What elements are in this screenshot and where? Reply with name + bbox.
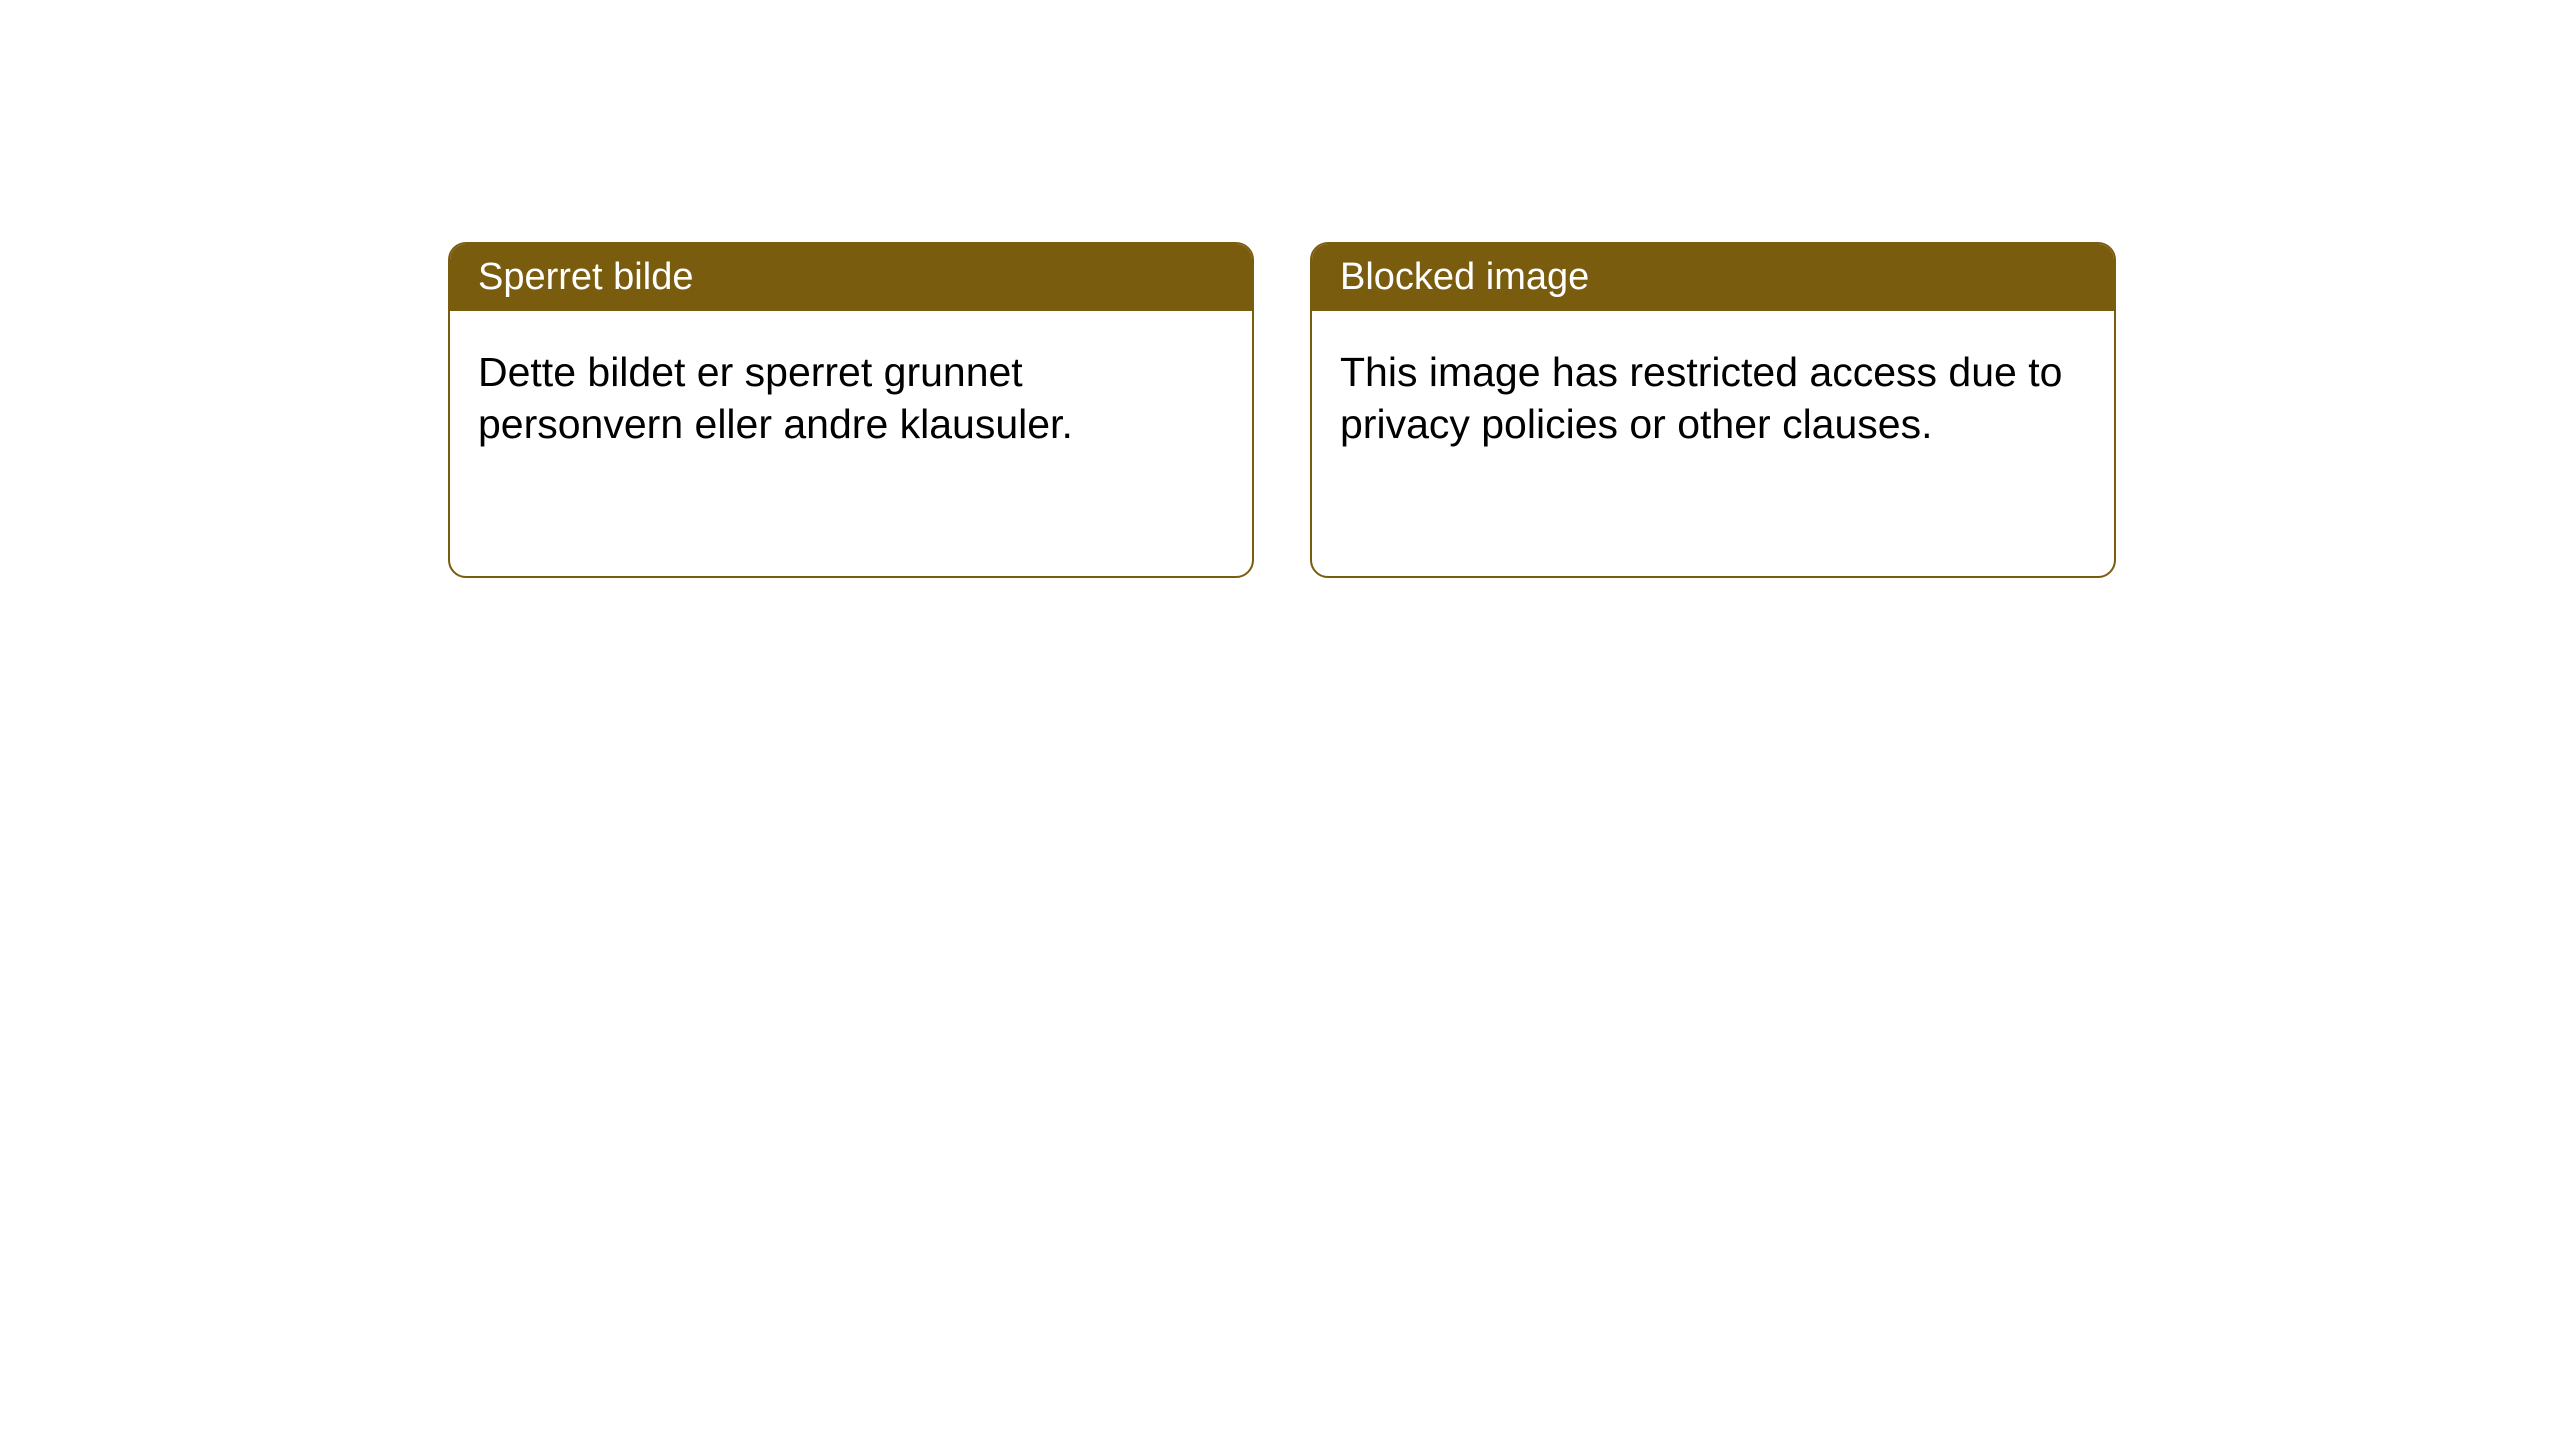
- notice-title: Sperret bilde: [478, 256, 693, 298]
- notice-card-norwegian: Sperret bilde Dette bildet er sperret gr…: [448, 242, 1254, 578]
- notice-body: This image has restricted access due to …: [1312, 311, 2114, 486]
- notice-card-english: Blocked image This image has restricted …: [1310, 242, 2116, 578]
- notice-message: Dette bildet er sperret grunnet personve…: [478, 349, 1073, 447]
- notice-container: Sperret bilde Dette bildet er sperret gr…: [0, 0, 2560, 578]
- notice-body: Dette bildet er sperret grunnet personve…: [450, 311, 1252, 486]
- notice-title: Blocked image: [1340, 256, 1589, 298]
- notice-header: Blocked image: [1312, 244, 2114, 311]
- notice-header: Sperret bilde: [450, 244, 1252, 311]
- notice-message: This image has restricted access due to …: [1340, 349, 2062, 447]
